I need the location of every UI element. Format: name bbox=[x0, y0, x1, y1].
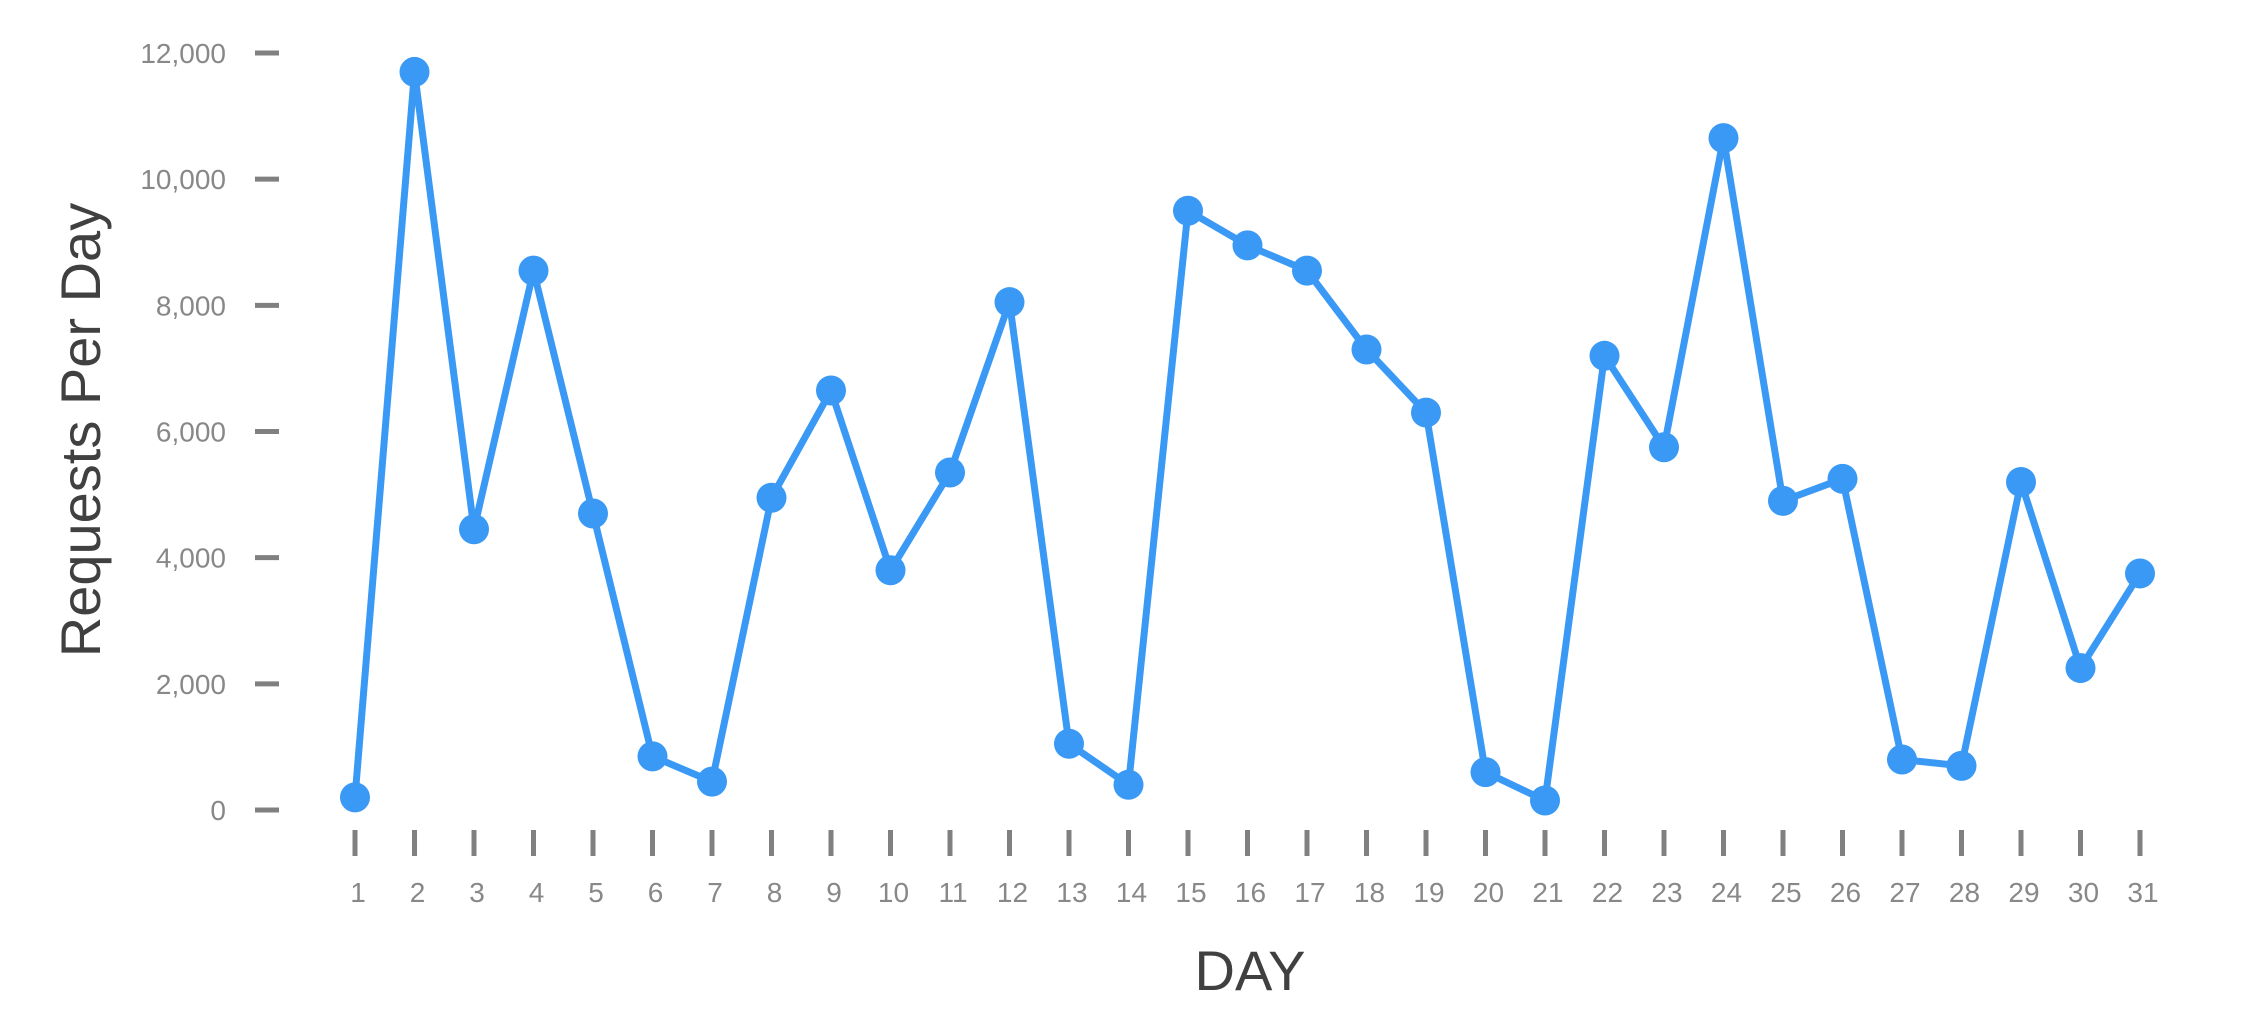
x-axis-title: DAY bbox=[1195, 939, 1306, 1002]
x-tick-label: 27 bbox=[1889, 877, 1920, 908]
x-tick-label: 22 bbox=[1592, 877, 1623, 908]
data-point bbox=[1232, 230, 1263, 261]
data-point bbox=[1887, 744, 1917, 775]
y-tick-label: 12,000 bbox=[140, 38, 226, 69]
x-tick-label: 13 bbox=[1056, 877, 1087, 908]
x-tick-label: 26 bbox=[1830, 877, 1861, 908]
x-tick-label: 21 bbox=[1532, 877, 1563, 908]
x-tick-label: 11 bbox=[938, 877, 967, 908]
data-point bbox=[1768, 485, 1798, 516]
y-tick-label: 2,000 bbox=[156, 669, 226, 700]
x-axis: 1 2 3 4 5 6 7 8 9 10 11 12 13 14 15 16 17 18 19 20 21 22 23 24 2… bbox=[350, 830, 2159, 908]
x-tick-label: 6 bbox=[648, 877, 664, 908]
x-tick-label: 7 bbox=[707, 877, 723, 908]
y-tick-label: 6,000 bbox=[156, 417, 226, 448]
x-tick-label: 10 bbox=[878, 877, 909, 908]
data-point bbox=[1054, 728, 1084, 759]
series-layer bbox=[340, 56, 2155, 816]
y-axis-title: Requests Per Day bbox=[49, 203, 112, 657]
data-point bbox=[1589, 340, 1620, 371]
data-point bbox=[816, 375, 846, 406]
x-tick-label: 2 bbox=[410, 877, 426, 908]
data-point bbox=[1113, 769, 1144, 800]
data-point bbox=[1351, 334, 1382, 365]
data-point bbox=[2006, 466, 2036, 497]
x-tick-label: 14 bbox=[1116, 877, 1147, 908]
y-tick-label: 0 bbox=[210, 795, 226, 826]
x-tick-label: 19 bbox=[1413, 877, 1444, 908]
x-tick-label: 16 bbox=[1235, 877, 1266, 908]
data-point bbox=[340, 782, 370, 813]
data-point bbox=[1827, 463, 1858, 494]
data-point bbox=[875, 555, 906, 586]
data-point bbox=[1708, 123, 1739, 154]
series-line bbox=[351, 71, 2143, 806]
data-point bbox=[399, 56, 430, 87]
x-tick-label: 9 bbox=[826, 877, 842, 908]
data-point bbox=[1470, 757, 1501, 788]
data-point bbox=[2125, 558, 2155, 589]
x-tick-label: 4 bbox=[529, 877, 545, 908]
y-tick-label: 8,000 bbox=[156, 290, 226, 321]
data-point bbox=[1946, 750, 1977, 781]
data-point bbox=[994, 287, 1025, 318]
data-point bbox=[2065, 653, 2096, 684]
x-tick-label: 24 bbox=[1711, 877, 1742, 908]
x-tick-label: 12 bbox=[997, 877, 1028, 908]
x-tick-label: 18 bbox=[1354, 877, 1385, 908]
x-tick-label: 28 bbox=[1949, 877, 1980, 908]
data-point bbox=[935, 457, 965, 488]
data-point bbox=[1173, 195, 1203, 226]
x-tick-label: 8 bbox=[767, 877, 783, 908]
x-tick-label: 25 bbox=[1770, 877, 1801, 908]
x-tick-label: 31 bbox=[2127, 877, 2158, 908]
data-point bbox=[578, 498, 608, 529]
y-axis: 0 2,000 4,000 6,000 8,000 10,000 12,000 bbox=[140, 38, 279, 826]
data-point bbox=[518, 255, 549, 286]
data-point bbox=[1292, 255, 1322, 286]
x-tick-label: 1 bbox=[350, 877, 366, 908]
data-point bbox=[459, 514, 489, 545]
data-point bbox=[756, 482, 787, 513]
x-tick-label: 3 bbox=[469, 877, 485, 908]
data-point bbox=[1649, 432, 1679, 463]
y-tick-label: 10,000 bbox=[140, 164, 226, 195]
data-point bbox=[1530, 785, 1560, 816]
data-point bbox=[637, 741, 668, 772]
x-tick-label: 30 bbox=[2068, 877, 2099, 908]
x-tick-label: 15 bbox=[1175, 877, 1206, 908]
data-point bbox=[697, 766, 727, 797]
x-tick-label: 20 bbox=[1473, 877, 1504, 908]
x-tick-label: 5 bbox=[588, 877, 604, 908]
x-tick-label: 17 bbox=[1294, 877, 1325, 908]
x-tick-label: 29 bbox=[2008, 877, 2039, 908]
x-tick-label: 23 bbox=[1651, 877, 1682, 908]
y-tick-label: 4,000 bbox=[156, 543, 226, 574]
data-point bbox=[1411, 397, 1441, 428]
